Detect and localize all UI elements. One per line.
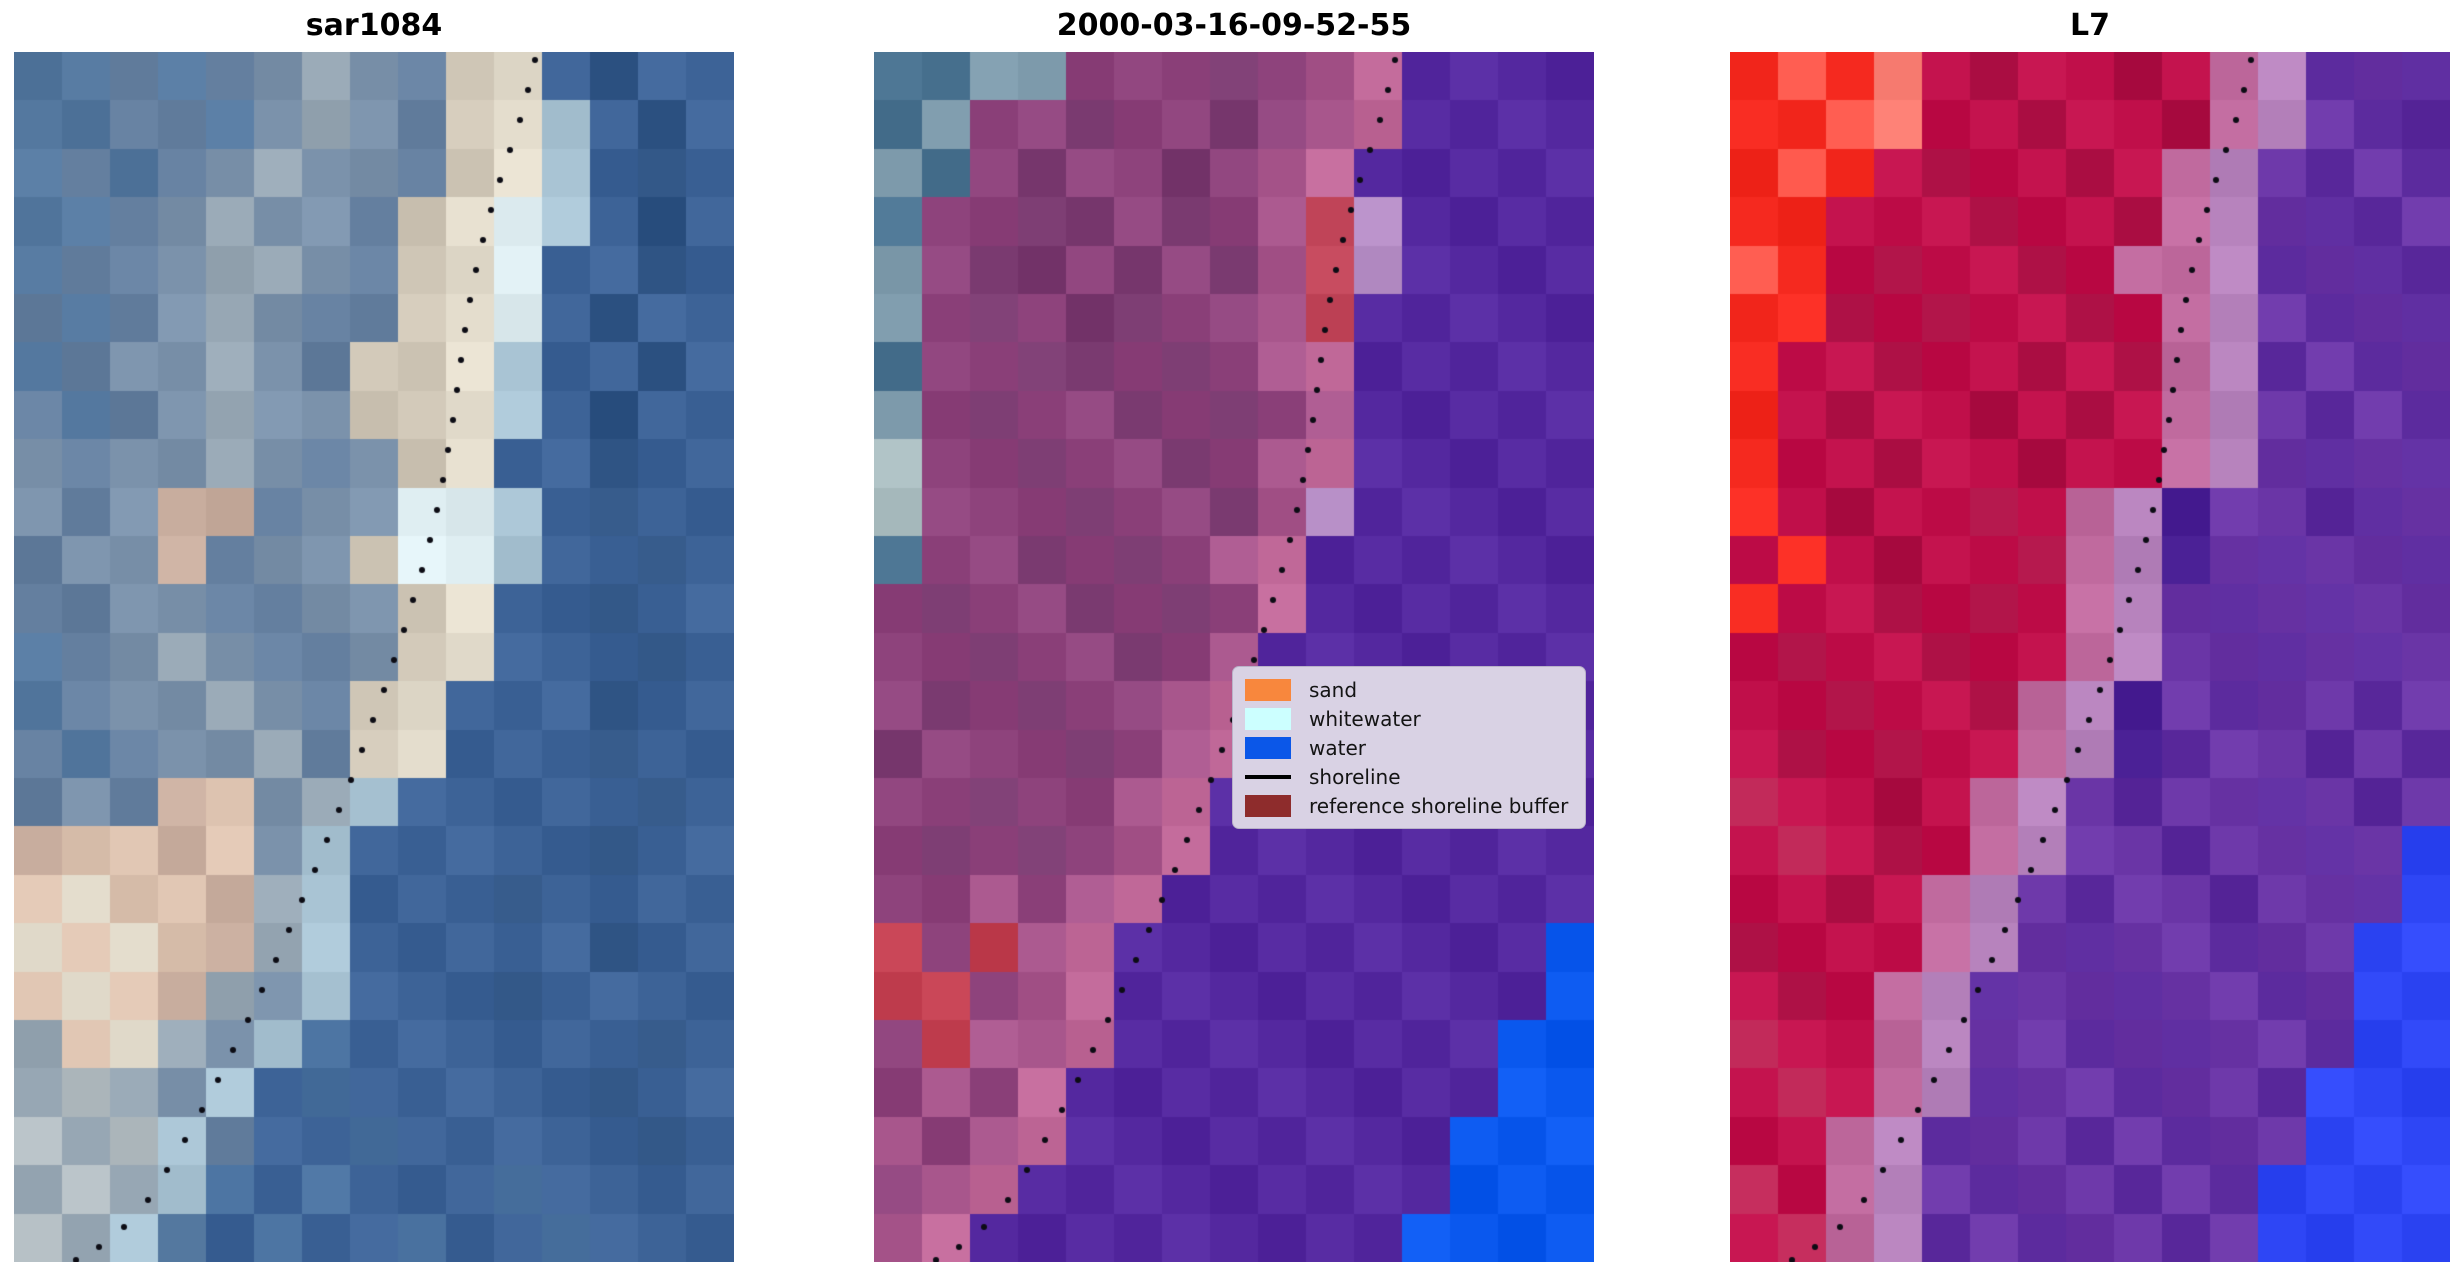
panel-body-l7 bbox=[1730, 52, 2450, 1262]
legend-item-whitewater: whitewater bbox=[1245, 704, 1573, 733]
legend-item-water: water bbox=[1245, 733, 1573, 762]
legend-swatch-sand bbox=[1245, 678, 1291, 701]
panel-title-l7: L7 bbox=[2070, 8, 2110, 43]
legend: sand whitewater water shoreline reference sh… bbox=[1232, 666, 1586, 829]
panel-classified: 2000-03-16-09-52-55 sand whitewater water s… bbox=[874, 0, 1594, 1278]
legend-swatch-reference-shoreline-buffer bbox=[1245, 794, 1291, 817]
legend-swatch-shoreline bbox=[1245, 774, 1291, 779]
legend-item-sand: sand bbox=[1245, 675, 1573, 704]
legend-swatch-whitewater bbox=[1245, 707, 1291, 730]
legend-label: whitewater bbox=[1309, 706, 1421, 731]
legend-label: water bbox=[1309, 735, 1366, 760]
landsat7-image bbox=[1730, 52, 2450, 1262]
panel-title-sar1084: sar1084 bbox=[305, 8, 443, 43]
legend-swatch-water bbox=[1245, 736, 1291, 759]
legend-label: shoreline bbox=[1309, 764, 1401, 789]
panel-title-date: 2000-03-16-09-52-55 bbox=[1056, 8, 1412, 43]
panel-body-classified: sand whitewater water shoreline reference sh… bbox=[874, 52, 1594, 1262]
legend-item-reference-shoreline-buffer: reference shoreline buffer bbox=[1245, 791, 1573, 820]
legend-label: reference shoreline buffer bbox=[1309, 793, 1569, 818]
classified-image bbox=[874, 52, 1594, 1262]
legend-label: sand bbox=[1309, 677, 1358, 702]
legend-item-shoreline: shoreline bbox=[1245, 762, 1573, 791]
satellite-image-sar bbox=[14, 52, 734, 1262]
panel-body-sar1084 bbox=[14, 52, 734, 1262]
panel-sar1084: sar1084 bbox=[14, 0, 734, 1278]
panel-l7: L7 bbox=[1730, 0, 2450, 1278]
